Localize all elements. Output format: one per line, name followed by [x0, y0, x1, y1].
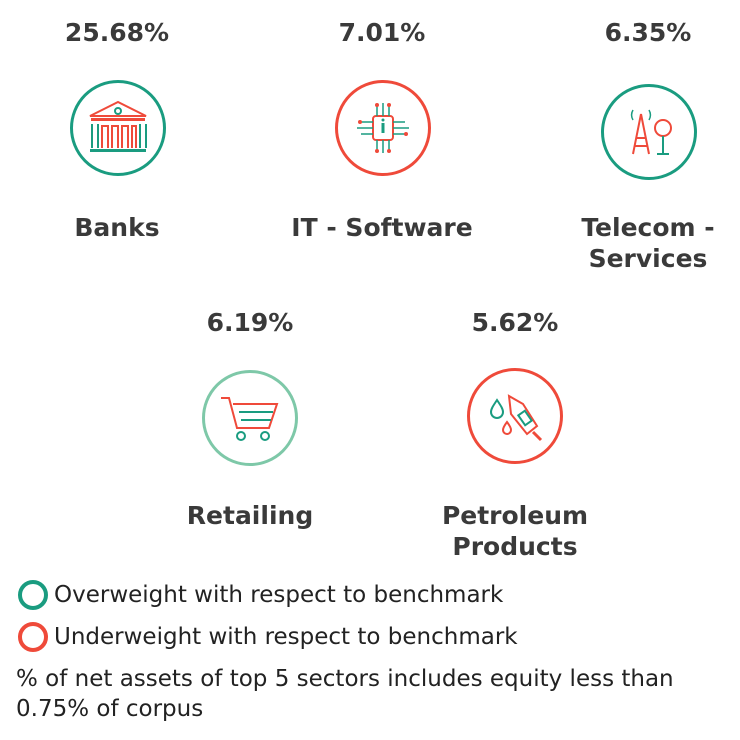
telecom-tower-icon — [630, 109, 672, 155]
telecom-label: Telecom - Services — [581, 213, 715, 273]
banks-circle — [70, 80, 166, 176]
petroleum-percent: 5.62% — [471, 308, 559, 337]
banks-label: Banks — [74, 213, 160, 242]
shopping-cart-icon — [221, 397, 279, 441]
footnote: % of net assets of top 5 sectors include… — [16, 666, 674, 722]
it-software-percent: 7.01% — [338, 18, 426, 47]
legend-underweight: Underweight with respect to benchmark — [18, 622, 518, 652]
retailing-label: Retailing — [186, 501, 314, 530]
it-software-circle — [335, 80, 431, 176]
legend-overweight: Overweight with respect to benchmark — [18, 580, 503, 610]
underweight-circle-icon — [18, 622, 48, 652]
chip-icon — [357, 103, 409, 153]
it-software-label: IT - Software — [291, 213, 473, 242]
overweight-circle-icon — [18, 580, 48, 610]
legend-underweight-text: Underweight with respect to benchmark — [54, 624, 518, 650]
telecom-circle — [601, 84, 697, 180]
petroleum-circle — [467, 368, 563, 464]
bank-icon — [89, 100, 147, 152]
retailing-percent: 6.19% — [206, 308, 294, 337]
legend-overweight-text: Overweight with respect to benchmark — [54, 582, 504, 608]
petroleum-label: Petroleum Products — [441, 501, 589, 561]
retailing-circle — [202, 370, 298, 466]
fuel-nozzle-icon — [489, 394, 543, 442]
banks-percent: 25.68% — [64, 18, 170, 47]
telecom-percent: 6.35% — [604, 18, 692, 47]
